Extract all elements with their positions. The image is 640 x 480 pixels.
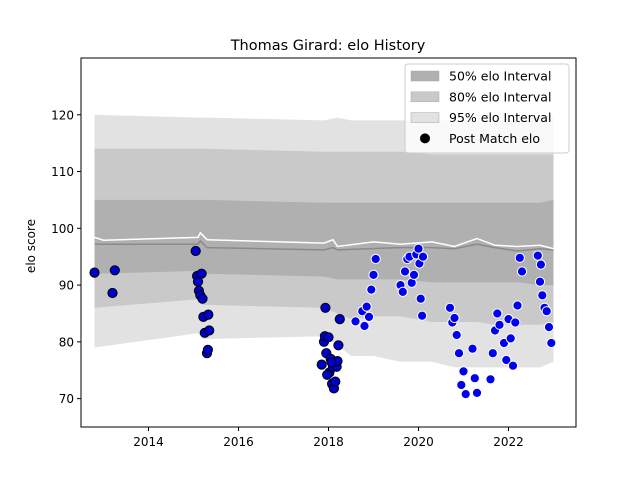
data-point: [507, 360, 519, 371]
data-point: [485, 374, 496, 385]
data-point: [417, 310, 428, 321]
data-point: [107, 287, 118, 299]
legend-swatch: [410, 112, 440, 123]
axis-ticks: 2014 2016 2018 2020 2022 70 80 90 100 110 120: [51, 108, 524, 449]
data-point: [415, 293, 426, 304]
data-point: [535, 259, 547, 270]
mean-line: [94, 231, 554, 250]
data-point: [204, 325, 215, 336]
data-point: [397, 286, 408, 297]
data-point: [460, 389, 471, 400]
data-point: [399, 266, 411, 277]
y-tick-label: 70: [59, 392, 74, 406]
data-point: [534, 276, 546, 287]
y-tick-label: 110: [51, 165, 74, 179]
x-tick-label: 2016: [223, 435, 254, 449]
data-point: [370, 253, 381, 265]
data-point: [109, 265, 120, 276]
data-point: [197, 293, 208, 304]
data-point: [350, 316, 361, 327]
data-point: [458, 366, 469, 377]
data-point: [320, 302, 331, 313]
data-point: [453, 348, 465, 359]
data-point: [330, 376, 341, 387]
data-point: [368, 269, 379, 280]
data-point: [510, 317, 521, 328]
legend-swatch: [410, 91, 440, 103]
data-point: [456, 379, 467, 391]
data-point: [492, 308, 503, 319]
x-tick-label: 2018: [313, 435, 344, 449]
data-point: [546, 337, 557, 349]
data-point: [487, 348, 498, 359]
data-point: [316, 359, 327, 370]
legend-marker: [420, 133, 430, 144]
legend: 50% elo Interval 80% elo Interval 95% elo …: [404, 63, 570, 154]
data-point: [541, 306, 552, 317]
data-point: [359, 320, 370, 332]
data-point: [322, 369, 333, 380]
data-point: [366, 284, 377, 295]
data-point: [89, 267, 100, 278]
data-point: [451, 329, 462, 341]
data-point: [543, 322, 555, 333]
data-point: [203, 309, 214, 320]
data-point: [333, 340, 344, 351]
data-point: [190, 245, 201, 257]
data-point: [449, 312, 460, 324]
data-point: [323, 332, 334, 343]
legend-label: 95% elo Interval: [449, 110, 551, 125]
chart-title: Thomas Girard: elo History: [230, 38, 426, 54]
data-point: [326, 357, 337, 368]
legend-label: 50% elo Interval: [449, 69, 551, 84]
x-tick-label: 2020: [403, 435, 434, 449]
data-point: [514, 252, 525, 263]
y-axis-label: elo score: [24, 219, 38, 273]
interval-bands: [94, 114, 554, 368]
data-point: [537, 290, 548, 301]
data-point: [501, 354, 512, 366]
elo-lines: [94, 231, 554, 252]
data-point: [202, 344, 213, 355]
x-tick-label: 2022: [493, 435, 524, 449]
data-point: [505, 333, 516, 344]
post-match-points: [89, 243, 557, 400]
data-point: [471, 387, 483, 398]
y-tick-label: 120: [51, 108, 74, 122]
x-tick-label: 2014: [133, 435, 164, 449]
data-point: [413, 243, 424, 254]
legend-box: [404, 63, 570, 154]
y-tick-label: 90: [59, 279, 74, 293]
data-point: [469, 373, 480, 384]
data-point: [512, 300, 523, 311]
data-point: [444, 302, 456, 313]
y-tick-label: 80: [59, 335, 74, 349]
data-point: [196, 268, 207, 279]
data-point: [467, 343, 478, 354]
data-point: [408, 269, 420, 280]
data-point: [417, 251, 429, 262]
data-point: [363, 311, 375, 322]
data-point: [334, 314, 345, 325]
data-point: [516, 266, 528, 277]
y-tick-label: 100: [51, 222, 74, 236]
legend-label: Post Match elo: [449, 131, 540, 146]
legend-label: 80% elo Interval: [449, 89, 551, 104]
data-point: [494, 319, 505, 330]
data-point: [532, 250, 543, 261]
data-point: [361, 301, 372, 312]
median-line: [94, 239, 554, 252]
legend-swatch: [410, 70, 440, 82]
